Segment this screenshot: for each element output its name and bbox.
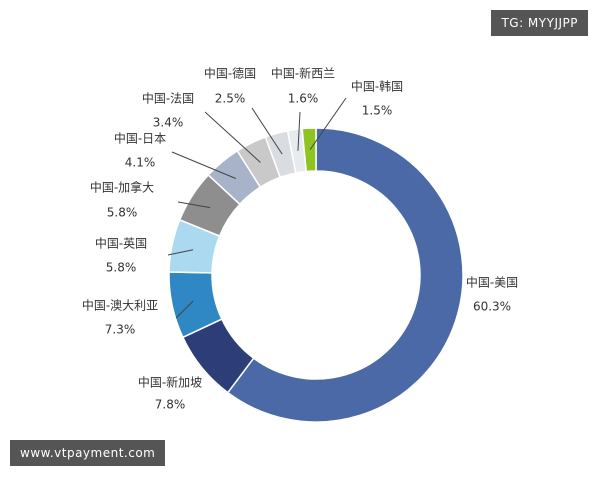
- value-label: 7.3%: [105, 323, 136, 337]
- watermark: www.vtpayment.com: [10, 440, 166, 466]
- donut-slice: [301, 127, 317, 173]
- watermark: TG: MYYJJPP: [491, 10, 588, 36]
- value-label: 3.4%: [153, 116, 184, 130]
- value-label: 5.8%: [107, 206, 138, 220]
- value-label: 1.5%: [362, 104, 393, 118]
- leader-line: [171, 151, 236, 179]
- leader-line: [251, 107, 283, 155]
- slice-label: 中国-新加坡: [138, 375, 202, 390]
- slice-label: 中国-加拿大: [90, 180, 154, 195]
- leader-line: [309, 97, 347, 150]
- value-label: 4.1%: [125, 156, 156, 170]
- slice-label: 中国-美国: [466, 275, 518, 290]
- slice-label: 中国-英国: [95, 236, 147, 251]
- leader-line: [177, 201, 211, 209]
- value-label: 5.8%: [106, 261, 137, 275]
- slice-label: 中国-法国: [142, 91, 194, 106]
- slice-label: 中国-新西兰: [271, 66, 335, 81]
- donut-slice: [226, 127, 464, 423]
- leader-line: [175, 300, 194, 319]
- leader-line: [297, 111, 301, 151]
- value-label: 7.8%: [155, 398, 186, 412]
- leader-line: [167, 249, 194, 256]
- leader-line: [204, 111, 261, 163]
- value-label: 1.6%: [288, 92, 319, 106]
- slice-label: 中国-澳大利亚: [82, 298, 158, 313]
- value-label: 60.3%: [473, 300, 511, 314]
- slice-label: 中国-韩国: [351, 79, 403, 94]
- value-label: 2.5%: [215, 92, 246, 106]
- slice-label: 中国-德国: [204, 66, 256, 81]
- slice-label: 中国-日本: [114, 131, 166, 146]
